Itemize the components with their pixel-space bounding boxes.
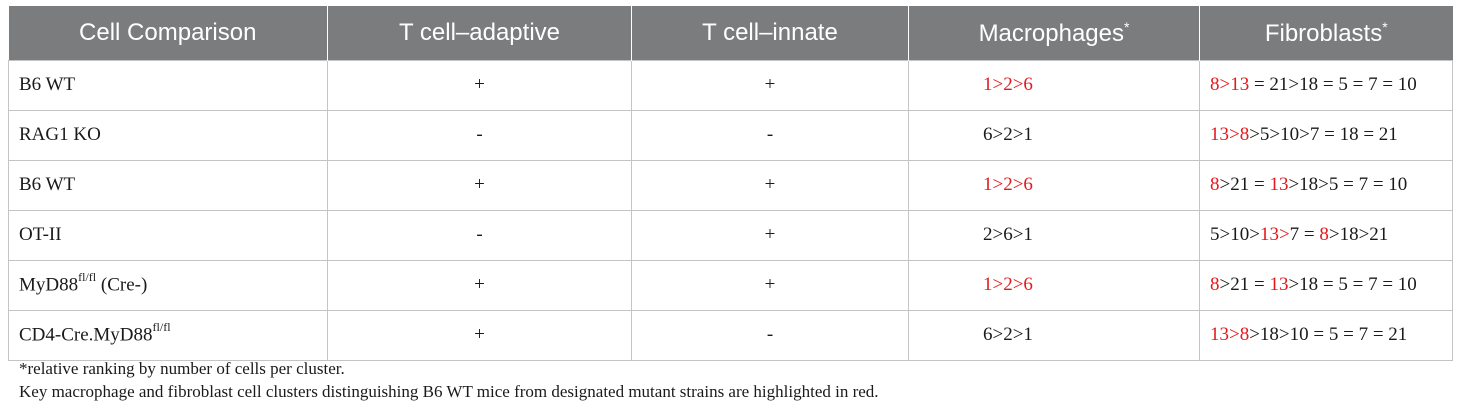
- footnote-marker: *: [1123, 18, 1130, 35]
- adaptive-value: +: [327, 310, 632, 361]
- ranking-segment: 7 =: [1289, 223, 1320, 245]
- innate-value: +: [631, 160, 909, 211]
- adaptive-sign: +: [474, 273, 485, 295]
- innate-sign: +: [764, 223, 776, 245]
- innate-value: +: [631, 210, 909, 261]
- macrophage-ranking: 1>2>6: [908, 260, 1200, 311]
- adaptive-value: -: [327, 210, 632, 261]
- ranking-segment: >21 =: [1219, 173, 1270, 195]
- innate-value: -: [631, 310, 909, 361]
- fibroblast-ranking: 8>13 = 21>18 = 5 = 7 = 10: [1199, 60, 1453, 111]
- fibroblast-ranking: 5>10>13>7 = 8>18>21: [1199, 210, 1453, 261]
- ranking-segment: = 21>18 = 5 = 7 = 10: [1249, 73, 1417, 95]
- strain-suffix: (Cre-): [96, 274, 148, 296]
- macrophage-ranking: 1>2>6: [908, 60, 1200, 111]
- header-t-cell-adaptive: T cell–adaptive: [327, 6, 632, 61]
- ranking-segment: >18>10 = 5 = 7 = 21: [1249, 323, 1408, 345]
- ranking-segment: 13>8: [1210, 323, 1250, 345]
- footnote-ranking: *relative ranking by number of cells per…: [19, 359, 345, 378]
- innate-value: +: [631, 260, 909, 311]
- header-macrophages: Macrophages*: [908, 6, 1200, 61]
- table-footnotes: *relative ranking by number of cells per…: [19, 357, 879, 403]
- ranking-segment: 2>6>1: [983, 223, 1033, 245]
- ranking-segment: >21 =: [1219, 273, 1270, 295]
- adaptive-sign: +: [474, 173, 485, 195]
- cell-name: B6 WT: [8, 160, 328, 211]
- ranking-segment: >18>21: [1328, 223, 1389, 245]
- strain-label: B6 WT: [19, 73, 76, 95]
- ranking-segment: 13>8: [1210, 123, 1250, 145]
- table-header: Cell Comparison T cell–adaptive T cell–i…: [8, 6, 1453, 61]
- innate-value: -: [631, 110, 909, 161]
- ranking-segment: 8: [1210, 273, 1220, 295]
- innate-sign: +: [764, 173, 776, 195]
- ranking-segment: 6>2>1: [983, 123, 1033, 145]
- adaptive-value: -: [327, 110, 632, 161]
- innate-sign: -: [766, 323, 774, 345]
- macrophage-ranking: 2>6>1: [908, 210, 1200, 261]
- allele-superscript: fl/fl: [152, 320, 171, 335]
- footnote-marker: *: [1382, 18, 1388, 35]
- adaptive-sign: -: [476, 223, 483, 245]
- ranking-segment: 6>2>1: [983, 323, 1033, 345]
- innate-sign: -: [766, 123, 774, 145]
- ranking-segment: 13: [1269, 273, 1289, 295]
- adaptive-value: +: [327, 260, 632, 311]
- ranking-segment: >18>5 = 7 = 10: [1288, 173, 1408, 195]
- macrophage-ranking: 6>2>1: [908, 310, 1200, 361]
- header-t-cell-innate: T cell–innate: [631, 6, 909, 61]
- ranking-segment: 1>2>6: [983, 73, 1033, 95]
- footnote-highlight: Key macrophage and fibroblast cell clust…: [19, 382, 879, 401]
- strain-label: B6 WT: [19, 173, 76, 195]
- table-row: B6 WT + +1>2>6 8>21 = 13>18>5 = 7 = 10: [8, 160, 1453, 211]
- fibroblast-ranking: 13>8>5>10>7 = 18 = 21: [1199, 110, 1453, 161]
- strain-label: CD4-Cre.MyD88: [19, 324, 153, 346]
- adaptive-value: +: [327, 160, 632, 211]
- ranking-segment: 8: [1319, 223, 1329, 245]
- ranking-segment: 1>2>6: [983, 173, 1033, 195]
- cell-name: B6 WT: [8, 60, 328, 111]
- fibroblast-ranking: 13>8>18>10 = 5 = 7 = 21: [1199, 310, 1453, 361]
- table-row: B6 WT + +1>2>6 8>13 = 21>18 = 5 = 7 = 10: [8, 60, 1453, 111]
- table-row: CD4-Cre.MyD88fl/fl + - 6>2>1 13>8>18>10 = 5 …: [8, 310, 1453, 361]
- adaptive-value: +: [327, 60, 632, 111]
- cell-name: CD4-Cre.MyD88fl/fl: [8, 310, 328, 361]
- macrophage-ranking: 6>2>1: [908, 110, 1200, 161]
- ranking-segment: >18 = 5 = 7 = 10: [1288, 273, 1417, 295]
- fibroblast-ranking: 8>21 = 13>18>5 = 7 = 10: [1199, 160, 1453, 211]
- adaptive-sign: +: [474, 73, 485, 95]
- table-body: B6 WT + +1>2>6 8>13 = 21>18 = 5 = 7 = 10 RAG…: [8, 60, 1453, 361]
- adaptive-sign: +: [474, 323, 485, 345]
- header-cell-comparison: Cell Comparison: [8, 6, 328, 61]
- adaptive-sign: -: [476, 123, 483, 145]
- strain-label: RAG1 KO: [19, 123, 101, 145]
- fibroblast-ranking: 8>21 = 13>18 = 5 = 7 = 10: [1199, 260, 1453, 311]
- innate-value: +: [631, 60, 909, 111]
- innate-sign: +: [764, 273, 776, 295]
- cell-comparison-table: Cell Comparison T cell–adaptive T cell–i…: [8, 6, 1453, 361]
- cell-name: MyD88fl/fl (Cre-): [8, 260, 328, 311]
- strain-label: MyD88: [19, 274, 79, 296]
- ranking-segment: 8: [1210, 173, 1220, 195]
- cell-name: RAG1 KO: [8, 110, 328, 161]
- strain-label: OT-II: [19, 223, 62, 245]
- ranking-segment: 8>13: [1210, 73, 1250, 95]
- header-fibroblasts: Fibroblasts*: [1199, 6, 1453, 61]
- ranking-segment: >5>10>7 = 18 = 21: [1249, 123, 1398, 145]
- table-row: MyD88fl/fl (Cre-) + +1>2>6 8>21 = 13>18 = 5…: [8, 260, 1453, 311]
- table-row: RAG1 KO - - 6>2>1 13>8>5>10>7 = 18 = 21: [8, 110, 1453, 161]
- allele-superscript: fl/fl: [78, 270, 97, 285]
- ranking-segment: 13>: [1259, 223, 1290, 245]
- ranking-segment: 1>2>6: [983, 273, 1033, 295]
- cell-name: OT-II: [8, 210, 328, 261]
- ranking-segment: 5>10>: [1210, 223, 1260, 245]
- ranking-segment: 13: [1269, 173, 1289, 195]
- innate-sign: +: [764, 73, 776, 95]
- macrophage-ranking: 1>2>6: [908, 160, 1200, 211]
- table-row: OT-II - +2>6>1 5>10>13>7 = 8>18>21: [8, 210, 1453, 261]
